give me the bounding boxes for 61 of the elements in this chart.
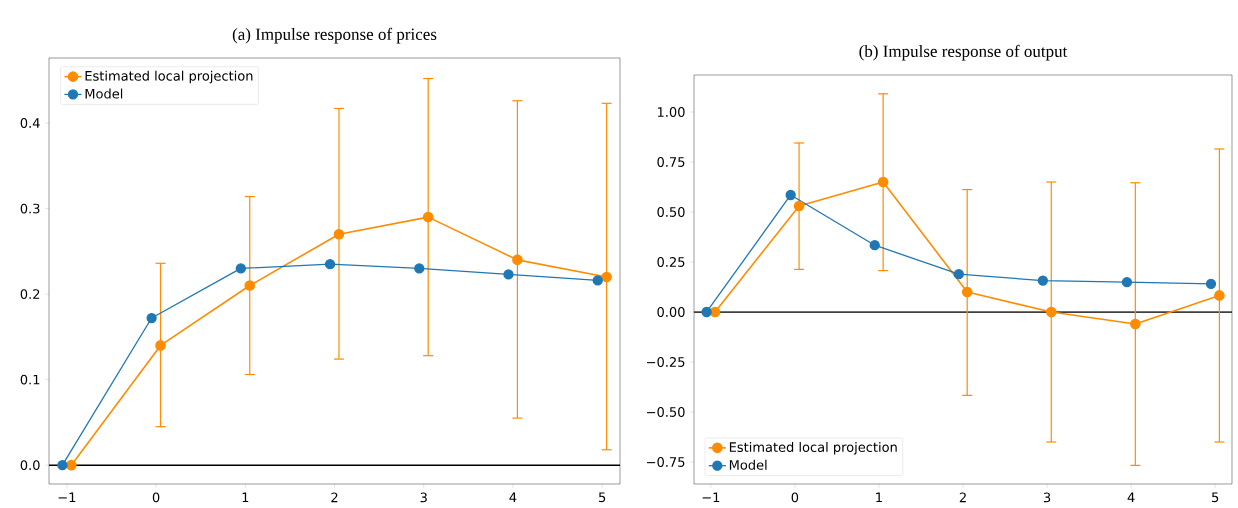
point bbox=[701, 306, 712, 318]
point bbox=[235, 263, 246, 274]
x-tick-label: 5 bbox=[1212, 492, 1219, 503]
y-tick-label: 0.25 bbox=[657, 257, 685, 267]
point bbox=[601, 271, 612, 283]
point bbox=[793, 200, 805, 212]
point bbox=[503, 269, 514, 280]
x-tick-label: 3 bbox=[420, 492, 427, 503]
y-tick-label: 1.00 bbox=[657, 107, 685, 117]
x-tick-label: 5 bbox=[599, 492, 606, 503]
point bbox=[1205, 278, 1217, 289]
point bbox=[592, 275, 603, 286]
point bbox=[422, 211, 434, 223]
y-tick-label: −0.50 bbox=[647, 407, 685, 417]
y-tick-label: 0.2 bbox=[20, 289, 40, 299]
point bbox=[1037, 275, 1049, 286]
point bbox=[146, 312, 157, 324]
y-tick-label: 0.1 bbox=[20, 374, 40, 385]
point bbox=[57, 460, 68, 471]
point bbox=[324, 258, 336, 270]
y-tick-label: 0.0 bbox=[20, 460, 40, 471]
y-tick-label: 0.50 bbox=[657, 207, 685, 217]
y-tick-label: 0.4 bbox=[20, 118, 40, 128]
x-tick-label: 2 bbox=[331, 492, 338, 503]
point bbox=[1214, 290, 1225, 301]
legend-label: Model bbox=[729, 459, 767, 470]
chart-title: (a) Impulse response of prices bbox=[232, 27, 437, 44]
x-tick-label: 4 bbox=[1127, 492, 1135, 502]
y-tick-label: 0.00 bbox=[657, 307, 685, 317]
point bbox=[1130, 318, 1141, 330]
legend-label: Estimated local projection bbox=[85, 70, 253, 84]
point bbox=[414, 263, 425, 274]
x-tick-label: 0 bbox=[152, 492, 160, 503]
x-tick-label: 0 bbox=[791, 492, 799, 503]
x-tick-label: 4 bbox=[509, 492, 517, 502]
x-tick-label: −1 bbox=[58, 492, 76, 502]
point bbox=[244, 280, 256, 291]
y-tick-label: 0.75 bbox=[657, 157, 685, 167]
y-tick-label: −0.75 bbox=[647, 457, 685, 467]
legend-label: Model bbox=[85, 88, 123, 99]
x-tick-label: 2 bbox=[959, 492, 966, 503]
chart-title: (b) Impulse response of output bbox=[859, 44, 1068, 61]
point bbox=[155, 340, 166, 351]
point bbox=[512, 254, 523, 266]
legend-label: Estimated local projection bbox=[729, 441, 897, 455]
point bbox=[869, 240, 880, 251]
point bbox=[785, 189, 796, 201]
y-tick-label: 0.3 bbox=[20, 203, 40, 214]
point bbox=[1045, 306, 1057, 318]
x-tick-label: 3 bbox=[1043, 492, 1051, 503]
point bbox=[877, 176, 889, 188]
point bbox=[1121, 277, 1133, 288]
point bbox=[709, 306, 721, 318]
x-tick-label: 1 bbox=[242, 492, 249, 502]
y-tick-label: −0.25 bbox=[647, 357, 685, 367]
point bbox=[953, 269, 964, 280]
point bbox=[333, 228, 345, 240]
x-tick-label: −1 bbox=[702, 492, 720, 502]
point bbox=[961, 286, 973, 298]
point bbox=[66, 459, 77, 471]
x-tick-label: 1 bbox=[876, 492, 882, 502]
